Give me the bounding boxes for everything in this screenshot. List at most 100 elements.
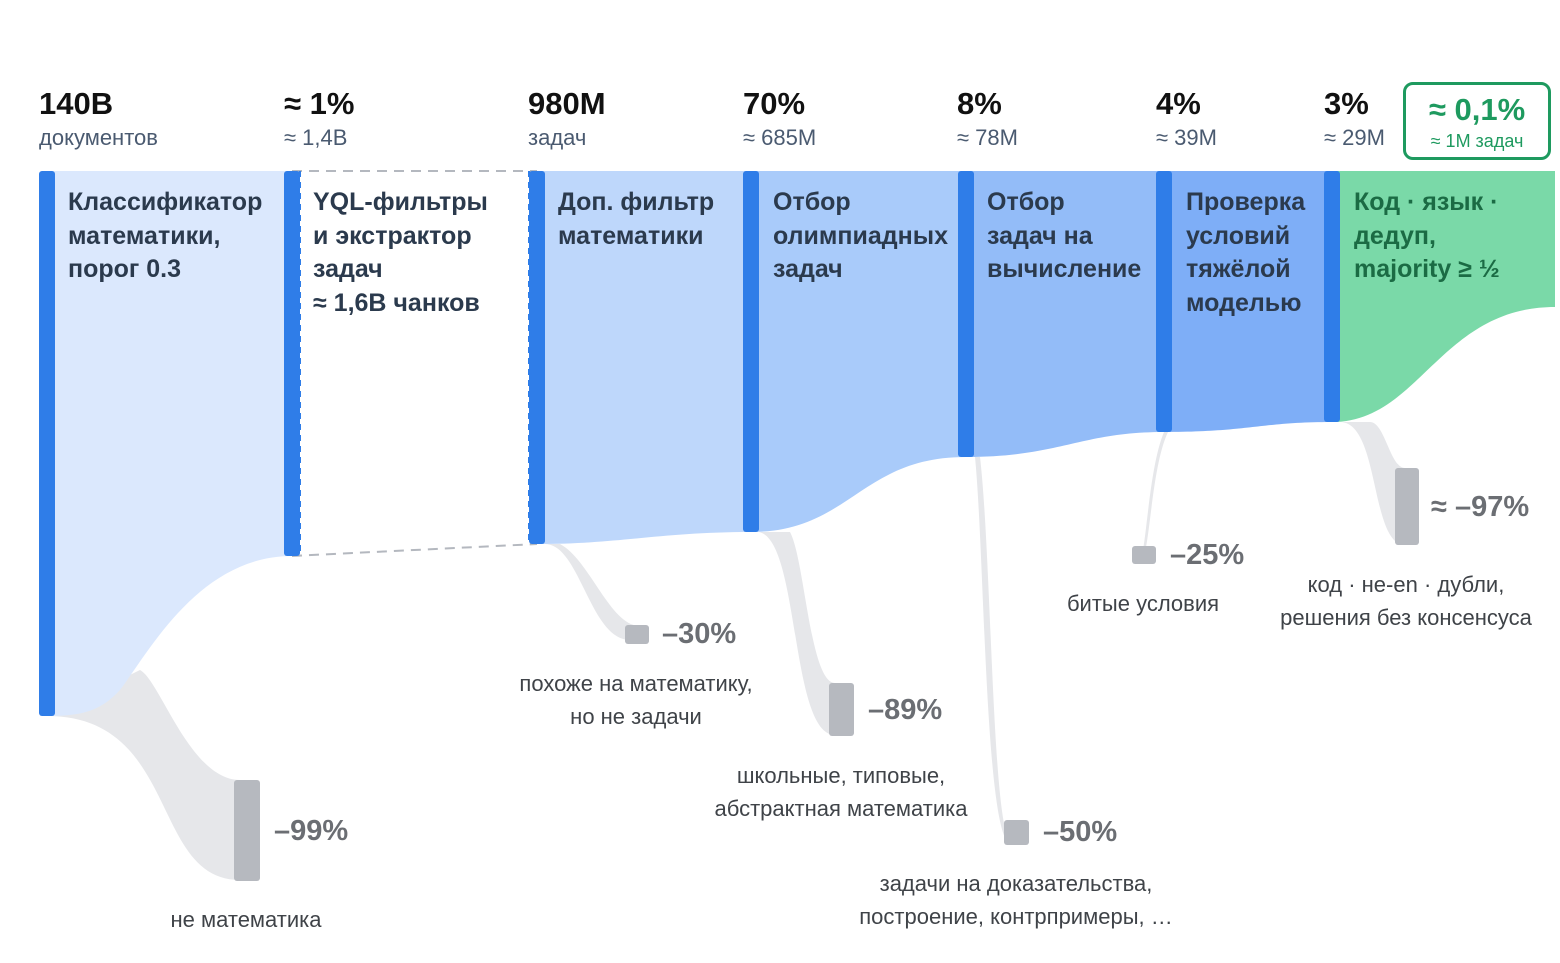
drop-2-percent: –30% (662, 618, 737, 650)
drop-6-description: код · не-en · дубли, решения без консенс… (1280, 568, 1532, 634)
stage-1-block (47, 171, 292, 716)
stage-1-value: 140B (39, 86, 114, 121)
stage-6-header: 4% ≈ 39M (1156, 84, 1217, 152)
stage-3-label-line: математики (558, 221, 704, 250)
stage-6-bar (1156, 171, 1172, 432)
drop-2-description-line: похоже на математику, (519, 671, 753, 696)
stage-1-label-line: Классификатор (68, 188, 263, 216)
drop-6-description-line: код · не-en · дубли, (1307, 572, 1505, 597)
stage-7-label-line: majority ≥ ½ (1354, 255, 1500, 283)
stage-4-label-line: олимпиадных (773, 221, 948, 250)
stage-3-sub: задач (528, 125, 587, 150)
drop-3-node (829, 683, 854, 736)
stage-2-block (292, 171, 537, 556)
stage-6-block (1164, 171, 1332, 432)
drop-2-flow (545, 544, 640, 640)
stage-7-value: 3% (1324, 86, 1369, 121)
stage-2-header: ≈ 1% ≈ 1,4B (284, 84, 354, 152)
stage-5-bar (958, 171, 974, 457)
stage-4-header: 70% ≈ 685M (743, 84, 816, 152)
stage-1-header: 140B документов (39, 84, 158, 152)
stage-1-label: Классификатор математики, порог 0.3 (68, 186, 262, 287)
stage-1-bar (39, 171, 55, 716)
stage-5-label: Отбор задач на вычисление (987, 186, 1141, 287)
drop-5-flow (1140, 432, 1168, 562)
drop-3-description: школьные, типовые, абстрактная математик… (714, 759, 967, 825)
stage-3-header: 980M задач (528, 84, 606, 152)
drop-6-percent: ≈ –97% (1431, 491, 1530, 523)
drop-4-description: задачи на доказательства, построение, ко… (859, 867, 1172, 933)
drop-3-percent: –89% (868, 694, 943, 726)
drop-1-flow (47, 670, 255, 880)
stage-7-sub: ≈ 29M (1324, 125, 1385, 150)
stage-3-block (537, 171, 751, 544)
drop-2-description: похоже на математику, но не задачи (519, 667, 752, 733)
drop-5-node (1132, 546, 1156, 564)
stage-4-block (751, 171, 966, 532)
drop-5-percent: –25% (1170, 539, 1245, 571)
stage-4-value: 70% (743, 86, 806, 121)
stage-6-value: 4% (1156, 86, 1201, 121)
stage-1-label-line: порог 0.3 (68, 255, 182, 283)
drop-3-flow (759, 532, 850, 735)
stage-5-value: 8% (957, 86, 1002, 121)
stage-7-label: Код · язык · дедуп, majority ≥ ½ (1354, 186, 1500, 287)
stage-6-label-line: моделью (1186, 288, 1302, 317)
stage-2-label-line: и экстрактор (313, 221, 472, 250)
final-result-value: ≈ 0,1% (1428, 92, 1526, 127)
stage-4-label-line: задач (773, 255, 843, 283)
stage-7-label-line: Код · язык · (1354, 188, 1499, 216)
stage-5-label-line: Отбор (987, 188, 1065, 216)
stage-1-sub: документов (39, 125, 158, 150)
drop-4-node (1004, 820, 1029, 845)
drop-4-percent: –50% (1043, 816, 1118, 848)
drop-3-description-line: абстрактная математика (714, 796, 968, 821)
stage-5-sub: ≈ 78M (957, 125, 1018, 150)
stage-2-bar (284, 171, 300, 556)
stage-6-label-line: Проверка (1186, 188, 1306, 216)
drop-3-description-line: школьные, типовые, (736, 763, 946, 788)
drop-4-description-line: построение, контрпримеры, … (859, 904, 1173, 929)
stage-6-sub: ≈ 39M (1156, 125, 1217, 150)
drop-6-description-line: решения без консенсуса (1280, 605, 1532, 630)
stage-2-dashed-bottom (291, 543, 538, 557)
drop-4-flow (975, 457, 1012, 845)
stage-4-bar (743, 171, 759, 532)
stage-6-label-line: тяжёлой (1186, 255, 1291, 283)
stage-2-label-line: ≈ 1,6B чанков (313, 288, 480, 317)
stage-2-label-line: YQL-фильтры (313, 188, 488, 216)
drop-6-node (1395, 468, 1419, 545)
stage-7-bar (1324, 171, 1340, 422)
stage-4-label: Отбор олимпиадных задач (773, 186, 948, 287)
stage-7-header: 3% ≈ 29M (1324, 84, 1385, 152)
stage-1-label-line: математики, (68, 221, 221, 250)
stage-7-label-line: дедуп, (1354, 221, 1436, 250)
stage-5-header: 8% ≈ 78M (957, 84, 1018, 152)
stage-4-label-line: Отбор (773, 188, 851, 216)
stage-2-label-line: задач (313, 255, 383, 283)
stage-5-block (966, 171, 1164, 457)
drop-1-percent: –99% (274, 815, 349, 847)
stage-3-label-line: Доп. фильтр (558, 188, 715, 216)
drop-2-node (625, 625, 649, 644)
drop-1-node (234, 780, 260, 881)
drop-4-description-line: задачи на доказательства, (879, 871, 1153, 896)
stage-5-label-line: задач на (987, 221, 1093, 250)
drop-2-description-line: но не задачи (570, 704, 702, 729)
stage-2-sub: ≈ 1,4B (284, 125, 348, 150)
stage-2-value: ≈ 1% (284, 86, 355, 121)
stage-7-block (1332, 171, 1555, 422)
final-result-sub: ≈ 1M задач (1430, 131, 1524, 151)
stage-5-label-line: вычисление (987, 255, 1142, 283)
drop-5-description: битые условия (1067, 587, 1219, 620)
stage-3-value: 980M (528, 86, 606, 121)
drop-1-description-line: не математика (170, 907, 322, 932)
stage-2-label: YQL-фильтры и экстрактор задач ≈ 1,6B ча… (313, 186, 488, 320)
final-result-box: ≈ 0,1% ≈ 1M задач (1403, 82, 1551, 160)
stage-6-label-line: условий (1186, 221, 1291, 250)
drop-1-description: не математика (170, 903, 321, 936)
stage-4-sub: ≈ 685M (743, 125, 817, 150)
stage-6-label: Проверка условий тяжёлой моделью (1186, 186, 1305, 320)
stage-3-label: Доп. фильтр математики (558, 186, 714, 253)
